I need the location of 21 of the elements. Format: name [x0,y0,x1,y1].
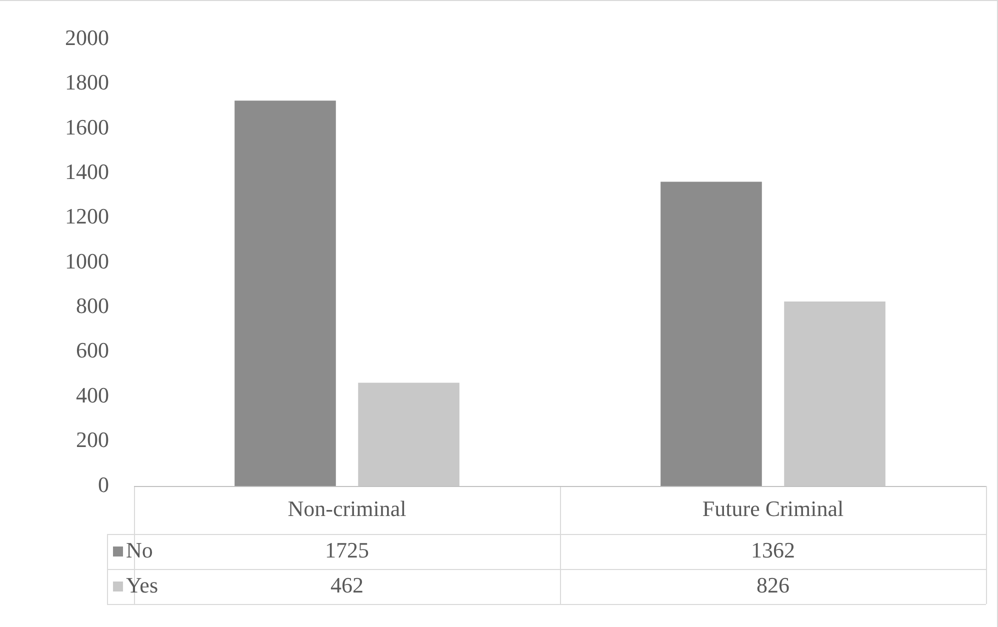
data-label: 826 [756,572,790,598]
legend-label: No [126,537,153,562]
x-tick-label: Non-criminal [288,496,406,521]
data-label: 1362 [751,537,795,562]
y-tick-label: 800 [76,293,109,318]
y-tick-label: 600 [76,338,109,363]
bar [660,182,762,486]
y-tick-label: 1400 [65,159,109,184]
y-tick-label: 1600 [65,114,109,140]
y-tick-label: 1200 [65,204,109,229]
legend-label: Yes [126,572,158,598]
y-tick-label: 1000 [65,248,109,274]
bar [234,100,336,486]
data-label: 462 [330,572,364,598]
data-label: 1725 [325,537,369,562]
y-tick-label: 1800 [65,70,109,95]
y-tick-label: 200 [76,427,109,452]
x-tick-label: Future Criminal [702,496,844,521]
y-tick-label: 0 [98,472,109,497]
y-tick-label: 2000 [65,24,109,50]
y-tick-label: 400 [76,382,109,408]
